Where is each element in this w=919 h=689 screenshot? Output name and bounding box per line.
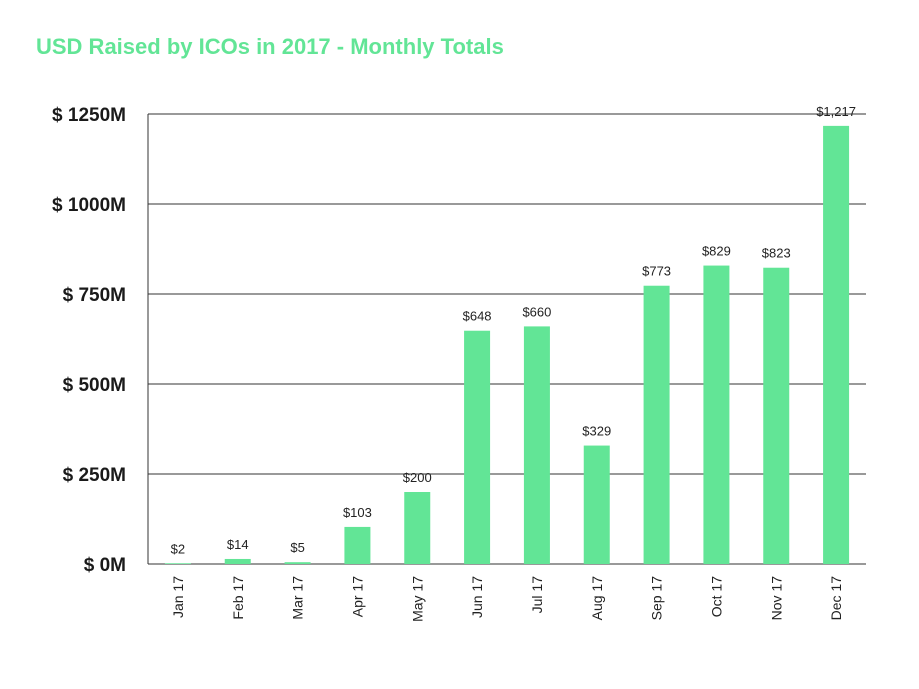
x-tick-label: Dec 17: [828, 576, 844, 621]
x-tick-label: Nov 17: [768, 576, 784, 621]
bar: [583, 445, 610, 564]
x-tick-labels: Jan 17 Feb 17 Mar 17 Apr 17 May 17 Jun 17 Jul …: [170, 576, 844, 622]
bars: [164, 125, 850, 564]
y-tick-label: $ 1000M: [52, 195, 126, 216]
x-tick-label: Oct 17: [708, 576, 724, 617]
data-label: $773: [642, 264, 671, 279]
data-labels: $2 $14 $5 $103 $200 $648 $660 $329 $773 $829 $823 $…: [171, 104, 856, 556]
y-tick-label: $ 1250M: [52, 105, 126, 126]
bar: [284, 562, 311, 564]
y-tick-label: $ 0M: [84, 555, 126, 576]
bar: [344, 526, 371, 564]
data-label: $829: [702, 244, 731, 259]
data-label: $1,217: [816, 104, 856, 119]
bar: [404, 492, 431, 564]
x-tick-label: Aug 17: [589, 576, 605, 621]
x-tick-label: Jan 17: [170, 576, 186, 618]
bar: [224, 558, 251, 564]
x-tick-label: May 17: [409, 576, 425, 622]
data-label: $14: [227, 537, 249, 552]
data-label: $823: [762, 246, 791, 261]
gridlines: [148, 113, 866, 565]
chart-title: USD Raised by ICOs in 2017 - Monthly Tot…: [36, 34, 504, 59]
data-label: $5: [290, 540, 304, 555]
data-label: $648: [463, 309, 492, 324]
bar: [464, 330, 491, 564]
data-label: $103: [343, 505, 372, 520]
x-tick-label: Feb 17: [230, 576, 246, 620]
bar: [763, 267, 790, 564]
data-label: $660: [522, 304, 551, 319]
bar: [164, 563, 191, 564]
x-tick-label: Jun 17: [469, 576, 485, 618]
y-tick-label: $ 750M: [63, 285, 126, 306]
bar: [823, 125, 850, 564]
x-tick-label: Apr 17: [349, 576, 365, 617]
data-label: $200: [403, 470, 432, 485]
y-tick-label: $ 500M: [63, 375, 126, 396]
x-tick-label: Mar 17: [290, 576, 306, 620]
y-tick-label: $ 250M: [63, 465, 126, 486]
bar: [643, 285, 670, 564]
bar: [523, 326, 550, 564]
y-tick-labels: $ 0M $ 250M $ 500M $ 750M $ 1000M $ 1250M: [52, 105, 126, 576]
bar: [703, 265, 730, 564]
x-tick-label: Sep 17: [649, 576, 665, 621]
data-label: $329: [582, 424, 611, 439]
x-tick-label: Jul 17: [529, 576, 545, 614]
data-label: $2: [171, 541, 185, 556]
